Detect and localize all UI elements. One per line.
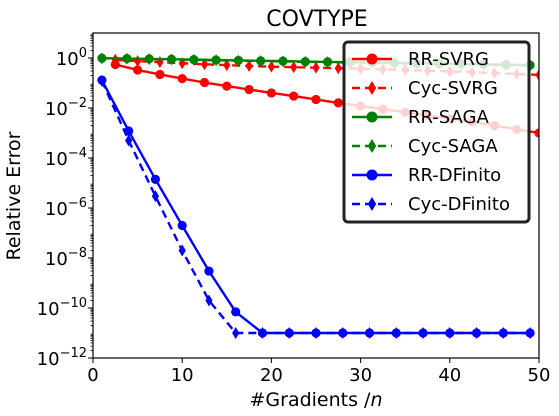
legend-marker bbox=[367, 197, 377, 211]
data-point bbox=[244, 84, 254, 95]
data-point bbox=[134, 55, 142, 68]
legend-label: RR-DFinito bbox=[408, 165, 501, 186]
data-point bbox=[312, 327, 320, 339]
data-point bbox=[199, 77, 210, 88]
data-point bbox=[267, 60, 275, 73]
data-point bbox=[419, 327, 427, 339]
data-point bbox=[98, 52, 106, 65]
x-tick-label: 20 bbox=[260, 365, 283, 386]
data-point bbox=[279, 55, 287, 68]
x-tick-label: 30 bbox=[349, 365, 372, 386]
data-point bbox=[177, 220, 187, 231]
data-point bbox=[365, 327, 374, 339]
legend-label: RR-SAGA bbox=[408, 107, 489, 128]
legend-label: RR-SVRG bbox=[408, 49, 489, 70]
x-tick-label: 40 bbox=[438, 365, 461, 386]
y-axis-label: Relative Error bbox=[3, 131, 25, 260]
legend-item: Cyc-SVRG bbox=[352, 78, 498, 99]
data-point bbox=[190, 53, 198, 66]
data-point bbox=[323, 56, 332, 69]
legend-label: Cyc-SAGA bbox=[408, 136, 498, 157]
x-axis: 0 10 20 30 40 50 bbox=[87, 358, 550, 386]
data-point bbox=[392, 327, 400, 339]
data-point bbox=[339, 327, 347, 339]
y-tick-label: 10−10 bbox=[37, 296, 87, 320]
data-point bbox=[205, 294, 213, 307]
data-point bbox=[289, 91, 299, 101]
data-point bbox=[266, 88, 276, 98]
data-point bbox=[167, 53, 176, 66]
data-point bbox=[534, 128, 539, 138]
data-point bbox=[334, 62, 342, 75]
legend-marker bbox=[366, 169, 378, 181]
plot-frame bbox=[92, 32, 540, 359]
x-tick-label: 10 bbox=[171, 365, 194, 386]
data-point bbox=[150, 174, 161, 184]
legend-marker bbox=[366, 111, 378, 123]
y-axis: 10−12 10−10 10−8 10−6 10−4 10−2 100 bbox=[37, 33, 93, 370]
data-point bbox=[231, 307, 241, 317]
legend-marker bbox=[366, 53, 378, 65]
legend-item: RR-SVRG bbox=[352, 49, 489, 70]
legend-item: Cyc-SAGA bbox=[352, 136, 498, 157]
data-point bbox=[178, 244, 186, 257]
data-point bbox=[151, 190, 160, 203]
legend: RR-SVRG Cyc-SVRG RR-SAGA Cyc-SAGA RR-DFinito… bbox=[342, 40, 531, 224]
data-point bbox=[111, 53, 119, 66]
data-point bbox=[301, 55, 309, 68]
data-point bbox=[145, 53, 153, 66]
legend-item: RR-DFinito bbox=[352, 165, 501, 186]
legend-marker bbox=[367, 139, 377, 153]
data-point bbox=[125, 134, 133, 147]
legend-label: Cyc-SVRG bbox=[408, 78, 498, 99]
data-point bbox=[526, 327, 534, 339]
data-point bbox=[290, 61, 298, 74]
y-tick-label: 10−12 bbox=[37, 346, 87, 370]
data-point bbox=[204, 266, 214, 276]
data-point bbox=[234, 54, 242, 67]
x-tick-label: 50 bbox=[528, 365, 551, 386]
data-point bbox=[222, 81, 232, 91]
data-point bbox=[258, 327, 267, 339]
data-point bbox=[245, 59, 253, 72]
data-point bbox=[177, 73, 187, 84]
data-point bbox=[285, 327, 293, 339]
data-point bbox=[472, 327, 481, 339]
x-axis-label-italic: n bbox=[370, 389, 382, 411]
legend-marker bbox=[367, 81, 377, 95]
y-tick-label: 10−6 bbox=[45, 196, 87, 220]
data-point bbox=[133, 65, 143, 75]
data-point bbox=[123, 52, 131, 65]
data-point bbox=[212, 54, 220, 67]
data-point bbox=[155, 69, 165, 80]
data-point bbox=[311, 94, 321, 105]
legend-box bbox=[342, 40, 531, 224]
y-tick-label: 100 bbox=[56, 46, 87, 70]
series-cyc-dfinito bbox=[98, 75, 534, 339]
data-point bbox=[446, 327, 454, 339]
legend-item: Cyc-DFinito bbox=[352, 194, 510, 215]
data-point bbox=[333, 98, 343, 108]
chart-title: COVTYPE bbox=[266, 7, 367, 32]
data-point bbox=[499, 327, 507, 339]
y-tick-label: 10−2 bbox=[45, 96, 87, 120]
x-axis-label: #Gradients /n bbox=[249, 389, 382, 411]
x-axis-label-text: #Gradients / bbox=[249, 389, 371, 411]
legend-label: Cyc-DFinito bbox=[408, 194, 510, 215]
legend-item: RR-SAGA bbox=[352, 107, 489, 128]
x-tick-label: 0 bbox=[87, 365, 98, 386]
data-point bbox=[535, 68, 539, 81]
data-point bbox=[98, 75, 106, 88]
data-point bbox=[257, 55, 265, 68]
y-tick-label: 10−8 bbox=[45, 246, 87, 270]
data-point bbox=[232, 327, 240, 339]
data-point bbox=[312, 61, 320, 74]
y-tick-label: 10−4 bbox=[45, 146, 87, 170]
data-point bbox=[223, 59, 231, 72]
